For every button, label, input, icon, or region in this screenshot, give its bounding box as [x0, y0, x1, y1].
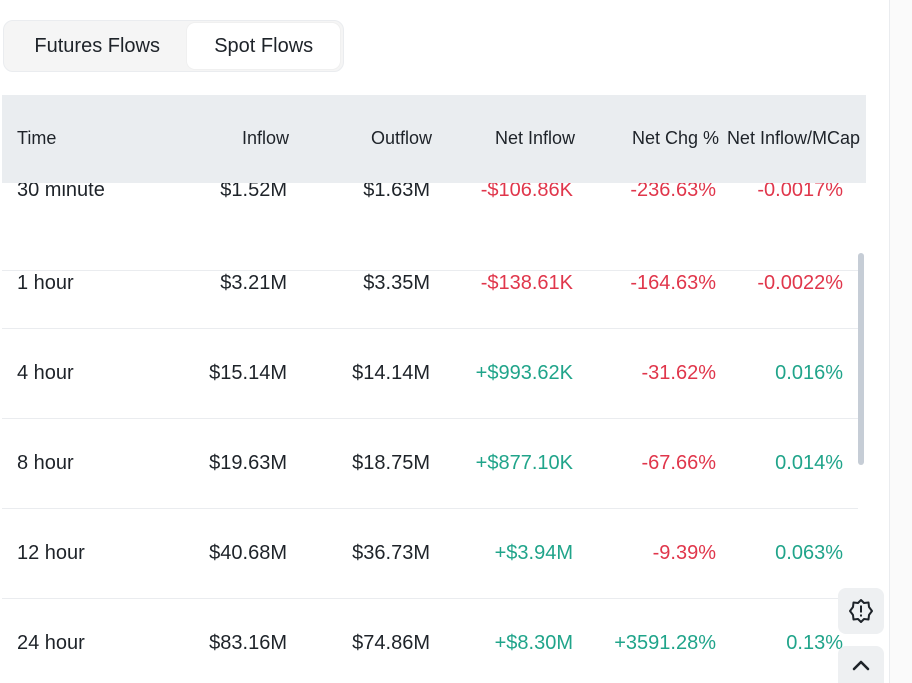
cell-time: 30 minute — [17, 183, 105, 201]
cell-net-inflow-mcap: -0.0017% — [757, 183, 843, 201]
scroll-to-top-button[interactable] — [838, 646, 884, 683]
cell-inflow: $3.21M — [220, 272, 287, 294]
flows-tab-switcher: Futures Flows Spot Flows — [3, 20, 344, 72]
cell-net-inflow: -$138.61K — [480, 272, 573, 294]
header-net-inflow-mcap: Net Inflow/MCap — [726, 128, 860, 148]
cell-net-inflow-mcap: 0.014% — [775, 452, 843, 474]
cell-outflow: $3.35M — [363, 272, 430, 294]
chevron-up-icon — [852, 660, 870, 671]
alert-badge-icon — [849, 599, 873, 623]
cell-time: 8 hour — [17, 452, 74, 474]
feedback-button[interactable] — [838, 588, 884, 634]
cell-time: 24 hour — [17, 632, 85, 654]
cell-inflow: $15.14M — [209, 362, 287, 384]
cell-time: 12 hour — [17, 542, 85, 564]
header-net-chg: Net Chg % — [631, 128, 719, 148]
cell-time: 1 hour — [17, 272, 74, 294]
table-row: 12 hour $40.68M $36.73M +$3.94M -9.39% 0… — [2, 508, 858, 599]
header-time: Time — [17, 128, 57, 148]
cell-net-chg: -31.62% — [641, 362, 717, 384]
tab-futures-flows[interactable]: Futures Flows — [34, 34, 160, 57]
right-gutter — [889, 0, 912, 683]
table-header: Time Inflow Outflow Net Inflow Net Chg %… — [2, 95, 866, 183]
table-scrollbar[interactable] — [858, 253, 864, 465]
cell-time: 4 hour — [17, 362, 74, 384]
cell-outflow: $1.63M — [363, 183, 430, 201]
table-row: 24 hour $83.16M $74.86M +$8.30M +3591.28… — [2, 598, 858, 683]
header-inflow: Inflow — [241, 128, 289, 148]
tab-spot-flows[interactable]: Spot Flows — [187, 23, 340, 69]
cell-net-inflow-mcap: 0.13% — [786, 632, 843, 654]
cell-inflow: $83.16M — [209, 632, 287, 654]
cell-net-inflow: +$8.30M — [494, 632, 573, 654]
flows-table: Time Inflow Outflow Net Inflow Net Chg %… — [2, 95, 866, 653]
header-outflow: Outflow — [370, 128, 432, 148]
cell-net-chg: -67.66% — [641, 452, 717, 474]
cell-outflow: $74.86M — [352, 632, 430, 654]
cell-net-chg: -9.39% — [652, 542, 716, 564]
cell-outflow: $36.73M — [352, 542, 430, 564]
cell-outflow: $18.75M — [352, 452, 430, 474]
table-row: 30 minute $1.52M $1.63M -$106.86K -236.6… — [2, 183, 858, 271]
cell-net-inflow-mcap: 0.063% — [775, 542, 843, 564]
cell-net-inflow-mcap: 0.016% — [775, 362, 843, 384]
cell-outflow: $14.14M — [352, 362, 430, 384]
header-net-inflow: Net Inflow — [494, 128, 575, 148]
cell-inflow: $19.63M — [209, 452, 287, 474]
cell-net-inflow: +$3.94M — [494, 542, 573, 564]
cell-net-inflow: +$993.62K — [475, 362, 573, 384]
cell-inflow: $1.52M — [220, 183, 287, 201]
cell-net-chg: +3591.28% — [614, 632, 716, 654]
table-row: 4 hour $15.14M $14.14M +$993.62K -31.62%… — [2, 328, 858, 419]
cell-net-inflow-mcap: -0.0022% — [757, 272, 843, 294]
table-row: 8 hour $19.63M $18.75M +$877.10K -67.66%… — [2, 418, 858, 509]
cell-net-inflow: -$106.86K — [480, 183, 573, 201]
table-row: 1 hour $3.21M $3.35M -$138.61K -164.63% … — [2, 238, 858, 329]
cell-inflow: $40.68M — [209, 542, 287, 564]
cell-net-chg: -236.63% — [630, 183, 716, 201]
table-body[interactable]: 30 minute $1.52M $1.63M -$106.86K -236.6… — [2, 183, 858, 683]
cell-net-inflow: +$877.10K — [475, 452, 573, 474]
cell-net-chg: -164.63% — [630, 272, 716, 294]
